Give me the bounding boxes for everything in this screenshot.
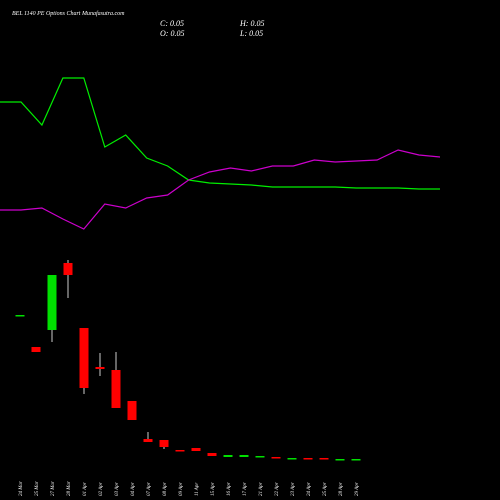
ohlc-low: L: 0.05: [239, 29, 263, 38]
x-tick-label: 29 Apr: [355, 482, 360, 496]
x-tick-label: 15 Apr: [211, 482, 216, 496]
x-tick-label: 02 Apr: [99, 482, 104, 496]
candle-body: [207, 453, 217, 456]
x-tick-label: 04 Apr: [131, 482, 136, 496]
candle-body: [127, 401, 137, 420]
candle-body: [271, 457, 281, 459]
x-tick-label: 16 Apr: [227, 482, 232, 496]
candle-body: [63, 263, 73, 275]
x-tick-label: 23 Apr: [291, 482, 296, 496]
ohlc-close: C: 0.05: [160, 19, 184, 28]
x-tick-label: 17 Apr: [243, 482, 248, 496]
x-tick-label: 22 Apr: [275, 482, 280, 496]
candle-body: [303, 458, 313, 460]
candle-body: [143, 439, 153, 442]
candle-body: [191, 448, 201, 451]
x-tick-label: 24 Mar: [19, 481, 24, 496]
candle-body: [15, 315, 25, 317]
candle-body: [79, 328, 89, 388]
x-tick-label: 28 Apr: [339, 482, 344, 496]
ohlc-open: O: 0.05: [160, 29, 184, 38]
x-tick-label: 21 Apr: [259, 482, 264, 496]
x-tick-label: 01 Apr: [83, 482, 88, 496]
candle-body: [31, 347, 41, 352]
ohlc-high: H: 0.05: [239, 19, 264, 28]
candle-body: [255, 456, 265, 458]
x-tick-label: 28 Mar: [67, 481, 72, 496]
candle-body: [239, 455, 249, 457]
candle-body: [335, 459, 345, 461]
x-tick-label: 27 Mar: [51, 481, 56, 496]
candle-body: [47, 275, 57, 330]
x-tick-label: 25 Mar: [35, 481, 40, 496]
candle-body: [111, 370, 121, 408]
candle-body: [223, 455, 233, 457]
candle-body: [287, 458, 297, 460]
candle-body: [159, 440, 169, 447]
candle-body: [175, 450, 185, 452]
x-tick-label: 25 Apr: [323, 482, 328, 496]
x-tick-label: 08 Apr: [163, 482, 168, 496]
x-tick-label: 07 Apr: [147, 482, 152, 496]
candle-body: [95, 367, 105, 369]
indicator-line: [0, 77, 440, 190]
x-tick-label: 24 Apr: [307, 482, 312, 496]
x-tick-label: 09 Apr: [179, 482, 184, 496]
indicator-line: [0, 149, 441, 230]
x-tick-label: 11 Apr: [195, 483, 200, 496]
candle-body: [351, 459, 361, 461]
chart-title: BEL 1140 PE Options Chart Munafasutra.co…: [12, 10, 125, 17]
x-tick-label: 03 Apr: [115, 482, 120, 496]
candle-body: [319, 458, 329, 460]
